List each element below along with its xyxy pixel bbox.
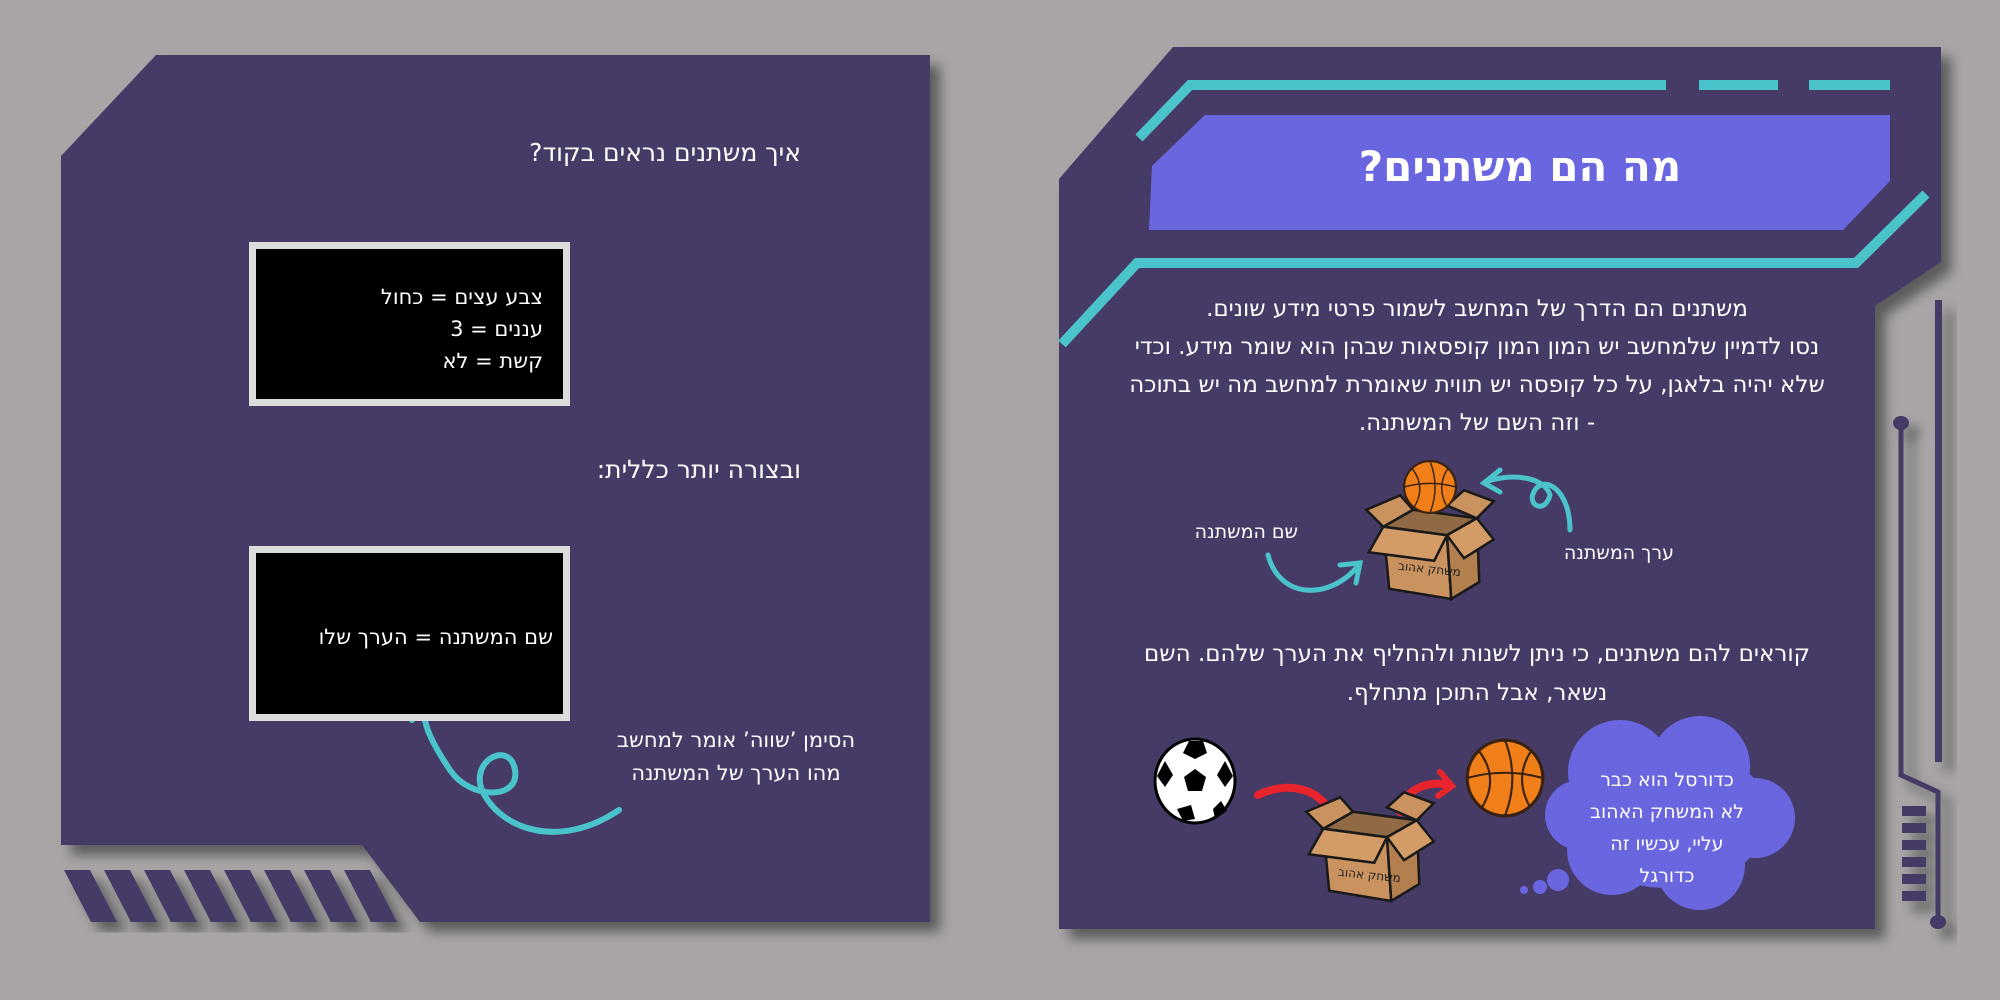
page-title: מה הם משתנים?	[1358, 142, 1682, 191]
title-banner	[1149, 115, 1890, 230]
intro-line: משתנים הם הדרך של המחשב לשמור פרטי מידע …	[1206, 296, 1748, 322]
thought-text: כדורסל הוא כבר לא המשחק האהוב עליי, עכשי…	[1567, 764, 1767, 892]
variable-name-label: שם המשתנה	[1194, 521, 1298, 543]
name-arrow-icon	[1265, 552, 1364, 593]
change-paragraph: קוראים להם משתנים, כי ניתן לשנות ולהחליף…	[1080, 635, 1874, 713]
annotation-line: מהו הערך של המשתנה	[631, 761, 841, 785]
variable-value-label: ערך המשתנה	[1563, 542, 1674, 564]
thought-line: לא המשחק האהוב	[1590, 801, 1744, 823]
code-line: עננים = 3	[450, 317, 543, 341]
thought-line: כדורסל הוא כבר	[1600, 769, 1734, 791]
value-arrow-icon	[1479, 467, 1573, 533]
annotation-line: הסימן ’שווה’ אומר למחשב	[616, 728, 856, 752]
thought-cloud	[1520, 716, 1795, 910]
intro-line: נסו לדמיין שלמחשב יש המון המון קופסאות ש…	[1134, 334, 1820, 360]
intro-paragraph: משתנים הם הדרך של המחשב לשמור פרטי מידע …	[1080, 290, 1874, 442]
thought-line: כדורגל	[1639, 865, 1695, 887]
soccer-ball-icon	[1153, 737, 1237, 825]
code-line: קשת = לא	[442, 349, 544, 373]
intro-line: שלא יהיה בלאגן, על כל קופסה יש תווית שאו…	[1129, 372, 1825, 398]
stripes-decoration	[64, 870, 397, 922]
intro-line: - וזה השם של המשתנה.	[1358, 410, 1596, 436]
code-heading: איך משתנים נראים בקוד?	[529, 138, 801, 167]
change-line: נשאר, אבל התוכן מתחלף.	[1346, 680, 1608, 706]
change-line: קוראים להם משתנים, כי ניתן לשנות ולהחליף…	[1144, 641, 1810, 667]
basketball-icon	[1465, 738, 1545, 818]
cyan-frame-lines	[1058, 80, 1930, 348]
circuit-decoration	[1893, 300, 1946, 929]
equals-annotation: הסימן ’שווה’ אומר למחשב מהו הערך של המשת…	[600, 724, 872, 790]
code-line: צבע עצים = כחול	[380, 285, 543, 309]
general-code-box: שם המשתנה = הערך שלו	[249, 546, 570, 721]
general-code-line: שם המשתנה = הערך שלו	[318, 625, 553, 649]
code-example-box: צבע עצים = כחול עננים = 3 קשת = לא	[249, 242, 570, 406]
thought-line: עליי, עכשיו זה	[1610, 833, 1724, 855]
general-heading: ובצורה יותר כללית:	[596, 455, 801, 484]
